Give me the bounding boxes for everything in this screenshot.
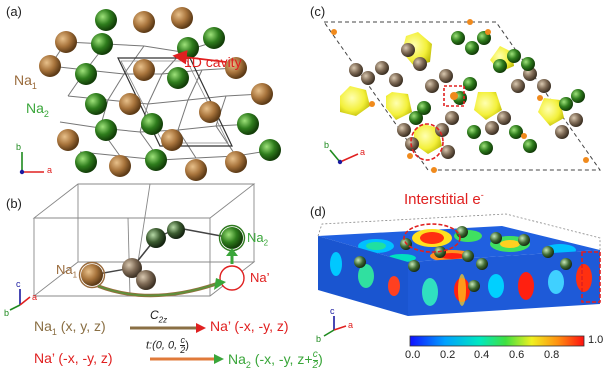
colorbar-tick-3: 0.6: [509, 349, 525, 361]
panel-b-rotation-arrowhead: [214, 278, 226, 290]
panel-d-highlight-box: [581, 251, 601, 303]
panel-c-highlight-box: [443, 85, 465, 107]
panel-b-eq2-operator: t:(0, 0, c 2): [146, 335, 189, 355]
panel-d-axis-c: c: [330, 306, 335, 316]
panel-a-cavity-label: 1D cavity: [184, 54, 242, 70]
panel-b-na1-atom-back2: [136, 270, 156, 290]
panel-b-na1-label: Na1: [56, 262, 78, 280]
panel-b-axis-a: a: [32, 292, 38, 302]
panel-a-cavity-arrow: [172, 50, 227, 65]
colorbar-tick-0: 0.0: [405, 349, 421, 361]
panel-b-axis-b: b: [4, 308, 10, 318]
panel-b-axes: [9, 289, 31, 311]
panel-b-label: (b): [6, 196, 22, 211]
panel-b-eq2-right: Na2 (-x, -y, z+ c 2): [228, 349, 323, 371]
panel-b-structure: [9, 183, 256, 364]
panel-c-orange-density: [331, 19, 589, 173]
panel-c-axis-a: a: [360, 147, 366, 157]
panel-c-na2-atoms: [409, 31, 585, 155]
panel-b-na-prime-label: Na’: [250, 270, 270, 285]
panel-d-atoms: [354, 226, 572, 292]
panel-a-axis-a: a: [47, 165, 53, 175]
panel-c-axis-b: b: [324, 140, 330, 150]
panel-b-na1-atom-back: [122, 258, 142, 278]
panel-b-eq1-operator: C2z: [150, 308, 168, 325]
panel-d-slab-top: [318, 226, 600, 262]
panel-c-label: (c): [310, 4, 326, 19]
panel-c-unit-cell: [323, 21, 601, 171]
colorbar-tick-1: 0.2: [440, 349, 456, 361]
panel-a-na2-label: Na2: [26, 100, 49, 119]
panel-b-eq1-right: Na’ (-x, -y, z): [210, 318, 289, 334]
colorbar-tick-4: 0.8: [544, 349, 560, 361]
panel-a-axis-b: b: [16, 142, 22, 152]
panel-b-na2-atom-back2: [167, 221, 185, 239]
panel-d-colorbar: [409, 335, 585, 347]
panel-b-axis-c: c: [16, 279, 21, 289]
panel-a-na1-atoms: [39, 7, 273, 181]
colorbar-tick-2: 0.4: [474, 349, 490, 361]
panel-b-eq1-left: Na1 (x, y, z): [34, 318, 106, 337]
panel-c-structure: [323, 19, 601, 173]
panel-d-slab-front-face: [408, 250, 600, 316]
panel-d-interstitial-label: Interstitial e-: [404, 190, 484, 208]
panel-b-na2-atom-back: [146, 228, 166, 248]
panel-d-label: (d): [310, 204, 326, 219]
panel-b-na2-label: Na2: [247, 230, 269, 248]
panel-d-structure: [317, 213, 601, 347]
panel-b-na-prime-atom: [219, 265, 245, 291]
panel-c-axes: [329, 149, 359, 165]
panel-a-label: (a): [6, 4, 22, 19]
panel-d-highlight-ellipse: [403, 223, 461, 253]
panel-d-face-patterns: [330, 252, 592, 306]
panel-b-na2-atom: [221, 227, 243, 249]
panel-d-axis-b: b: [316, 334, 322, 344]
colorbar-tick-5: 1.0: [588, 334, 604, 346]
panel-b-na1-atom: [81, 264, 103, 286]
panel-b-eq2-left: Na’ (-x, -y, z): [34, 350, 113, 366]
panel-a-na1-label: Na1: [14, 72, 37, 91]
panel-d-axes: [323, 316, 347, 337]
panel-c-highlight-ellipse: [410, 123, 444, 161]
panel-a-structure: [19, 7, 281, 181]
panel-a-axes: [19, 152, 44, 175]
panel-a-na2-atoms: [75, 9, 281, 173]
panel-d-axis-a: a: [348, 320, 354, 330]
